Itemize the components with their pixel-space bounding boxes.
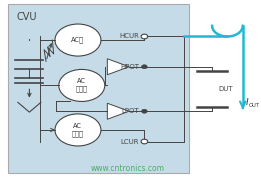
Circle shape xyxy=(141,139,148,144)
Circle shape xyxy=(55,114,101,146)
Text: OUT: OUT xyxy=(248,103,259,108)
Circle shape xyxy=(141,109,147,113)
Polygon shape xyxy=(107,59,129,75)
Circle shape xyxy=(141,34,148,39)
Circle shape xyxy=(59,69,105,101)
Text: AC源: AC源 xyxy=(72,37,85,43)
Text: www.cntronics.com: www.cntronics.com xyxy=(91,164,165,173)
Text: CVU: CVU xyxy=(17,12,37,22)
Text: HPOT: HPOT xyxy=(120,64,139,70)
Text: DUT: DUT xyxy=(218,86,233,92)
Text: $I$: $I$ xyxy=(245,96,250,107)
Polygon shape xyxy=(107,103,129,119)
Text: LPOT: LPOT xyxy=(122,108,139,114)
Circle shape xyxy=(55,24,101,56)
Circle shape xyxy=(141,65,147,69)
Text: AC
电流表: AC 电流表 xyxy=(72,123,84,137)
FancyBboxPatch shape xyxy=(8,4,189,173)
Text: AC
电压表: AC 电压表 xyxy=(76,78,88,93)
Text: HCUR: HCUR xyxy=(119,33,139,40)
Text: LCUR: LCUR xyxy=(121,138,139,145)
